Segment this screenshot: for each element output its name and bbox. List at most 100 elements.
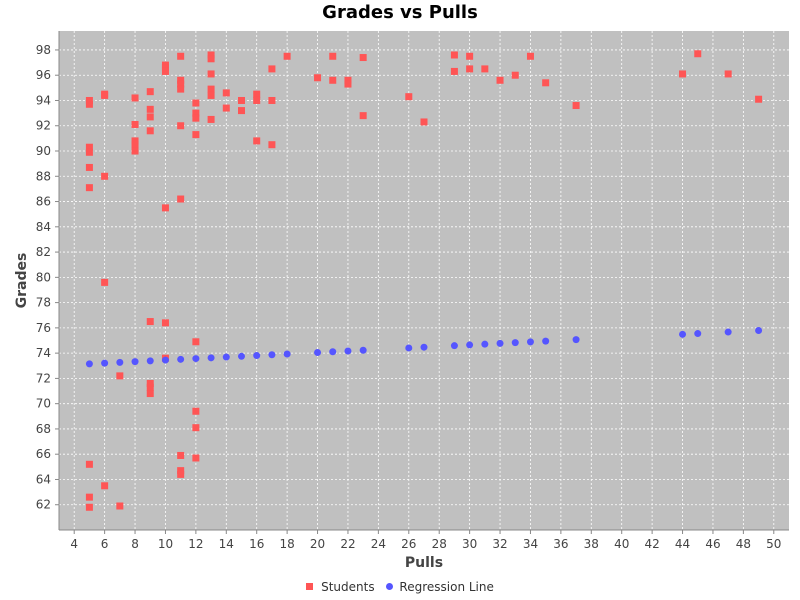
plot-area <box>59 31 789 530</box>
student-point <box>207 85 215 93</box>
student-point <box>177 76 185 84</box>
regression-point <box>314 349 322 357</box>
y-tick-label: 98 <box>36 43 51 57</box>
x-tick-label: 24 <box>371 537 386 551</box>
student-point <box>283 52 291 60</box>
student-point <box>85 143 93 151</box>
x-tick-label: 42 <box>644 537 659 551</box>
y-tick-label: 86 <box>36 195 51 209</box>
student-point <box>192 424 200 432</box>
student-point <box>116 502 124 510</box>
chart-legend: Students Regression Line <box>0 579 800 594</box>
student-point <box>192 338 200 346</box>
student-point <box>192 131 200 139</box>
student-point <box>344 76 352 84</box>
student-point <box>101 278 109 286</box>
y-axis-label: Grades <box>14 253 30 309</box>
regression-point <box>101 359 109 367</box>
regression-point <box>526 338 534 346</box>
student-point <box>450 67 458 75</box>
student-point <box>131 137 139 145</box>
student-point <box>177 195 185 203</box>
y-tick-label: 62 <box>36 498 51 512</box>
y-tick-label: 80 <box>36 270 51 284</box>
y-tick-label: 92 <box>36 119 51 133</box>
student-point <box>207 115 215 123</box>
regression-point <box>724 328 732 336</box>
x-tick-label: 26 <box>401 537 416 551</box>
student-point <box>146 127 154 135</box>
student-point <box>101 172 109 180</box>
student-point <box>131 141 139 149</box>
x-tick-label: 28 <box>432 537 447 551</box>
regression-point <box>450 342 458 350</box>
student-point <box>405 93 413 101</box>
x-tick-label: 46 <box>705 537 720 551</box>
regression-point <box>177 355 185 363</box>
student-point <box>359 54 367 62</box>
student-point <box>146 88 154 96</box>
student-point <box>496 76 504 84</box>
student-point <box>207 91 215 99</box>
student-point <box>161 64 169 72</box>
student-point <box>207 51 215 59</box>
student-point <box>694 50 702 58</box>
student-point <box>542 79 550 87</box>
x-tick-label: 30 <box>462 537 477 551</box>
regression-point <box>679 330 687 338</box>
student-point <box>146 390 154 398</box>
regression-point <box>207 354 215 362</box>
x-tick-label: 16 <box>249 537 264 551</box>
x-tick-label: 38 <box>584 537 599 551</box>
regression-point <box>329 348 337 356</box>
regression-point <box>755 327 763 335</box>
student-point <box>192 407 200 415</box>
student-point <box>314 74 322 82</box>
student-point <box>222 89 230 97</box>
y-tick-label: 90 <box>36 144 51 158</box>
regression-point <box>344 347 352 355</box>
regression-point <box>572 336 580 344</box>
y-tick-label: 76 <box>36 321 51 335</box>
student-point <box>450 51 458 59</box>
student-point <box>222 104 230 112</box>
y-tick-label: 64 <box>36 472 51 486</box>
regression-point <box>222 353 230 361</box>
y-tick-label: 72 <box>36 371 51 385</box>
student-point <box>85 96 93 104</box>
legend-square-icon <box>306 583 314 590</box>
y-tick-label: 88 <box>36 169 51 183</box>
student-point <box>177 80 185 88</box>
student-point <box>329 52 337 60</box>
student-point <box>146 318 154 326</box>
student-point <box>511 71 519 79</box>
student-point <box>755 95 763 103</box>
regression-point <box>268 351 276 359</box>
x-tick-label: 14 <box>219 537 234 551</box>
student-point <box>161 67 169 75</box>
student-point <box>146 105 154 113</box>
legend-label-regression: Regression Line <box>399 579 494 594</box>
student-point <box>177 451 185 459</box>
student-point <box>85 100 93 108</box>
student-point <box>268 96 276 104</box>
data-points <box>85 50 763 511</box>
student-point <box>238 96 245 104</box>
student-point <box>526 52 534 60</box>
x-tick-label: 44 <box>675 537 690 551</box>
student-point <box>116 372 124 380</box>
student-point <box>466 65 474 73</box>
legend-item-regression: Regression Line <box>386 579 494 594</box>
regression-point <box>85 360 93 368</box>
student-point <box>238 107 245 115</box>
regression-point <box>496 339 504 347</box>
x-tick-label: 18 <box>279 537 294 551</box>
x-tick-label: 6 <box>101 537 109 551</box>
regression-point <box>238 352 245 360</box>
student-point <box>268 65 276 73</box>
y-tick-label: 78 <box>36 296 51 310</box>
regression-point <box>146 357 154 365</box>
y-tick-label: 82 <box>36 245 51 259</box>
student-point <box>85 148 93 156</box>
